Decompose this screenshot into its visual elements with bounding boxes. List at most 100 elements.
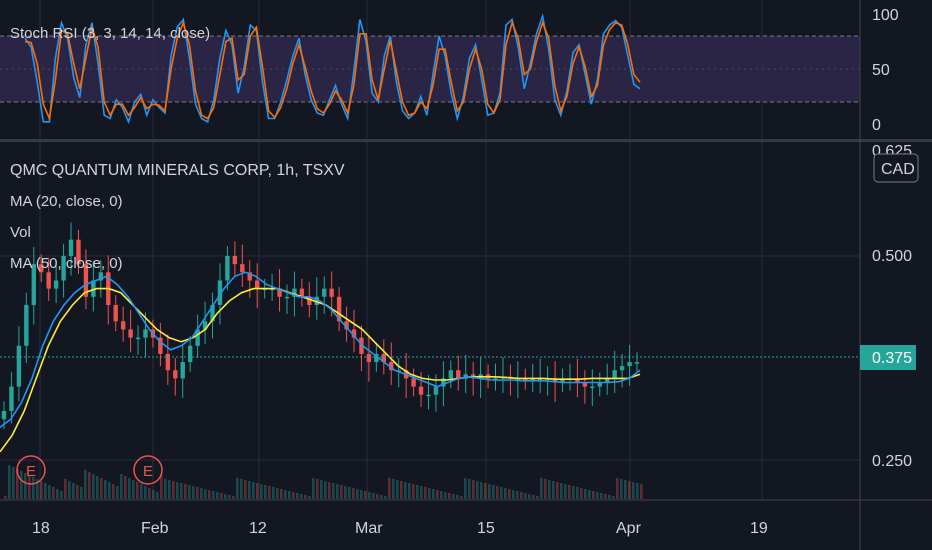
volume-bar-34 [140,484,143,499]
candle-body-10 [76,239,81,265]
candle-body-17 [128,329,133,338]
ma20-legend: MA (20, close, 0) [10,193,123,210]
earnings-marker-0 [16,455,46,485]
candle-body-84 [627,362,632,367]
candle-body-71 [530,378,535,381]
volume-bar-54 [220,493,223,499]
volume-bar-118 [476,481,479,499]
candle-body-13 [98,272,104,281]
volume-bar-63 [256,483,259,499]
volume-bar-123 [496,486,499,499]
volume-bar-146 [588,490,591,499]
candle-body-77 [575,378,580,383]
volume-bar-139 [560,483,563,499]
volume-bar-155 [624,480,627,499]
volume-bar-140 [564,484,567,499]
volume-bar-81 [328,482,331,499]
volume-bar-80 [324,481,327,499]
volume-bar-109 [440,491,443,499]
currency-badge[interactable] [873,153,919,183]
candle-body-27 [202,321,208,330]
candle-body-75 [560,378,565,383]
volume-bar-148 [596,492,599,499]
candle-body-41 [307,296,312,305]
ma-lines [0,271,641,453]
volume-bar-150 [604,494,607,499]
volume-bar-43 [176,482,179,499]
volume-bar-42 [172,481,175,499]
volume-bar-102 [412,484,415,499]
volume-bar-98 [396,480,399,499]
volume-bar-27 [112,484,115,499]
candle-body-44 [329,288,334,297]
volume-bar-90 [364,491,367,499]
volume-bars [4,465,643,499]
volume-bar-48 [196,487,199,499]
candle-body-5 [39,264,44,273]
volume-bar-106 [428,488,431,499]
candle-body-6 [46,272,51,289]
volume-bar-116 [468,479,471,499]
volume-bar-111 [448,493,451,499]
candle-body-52 [389,362,394,371]
volume-bar-35 [144,486,147,499]
volume-bar-89 [360,490,363,499]
x-tick-15: 15 [477,520,495,537]
candle-body-57 [426,394,431,397]
x-axis[interactable]: 18 Feb 12 Mar 15 Apr 19 [32,520,768,537]
candle-body-43 [322,288,327,297]
candle-body-2 [16,345,22,387]
stoch-rsi-panel[interactable]: Stoch RSI (3, 3, 14, 14, close) [0,0,860,139]
volume-bar-119 [480,482,483,499]
candle-body-61 [456,370,461,379]
volume-bar-120 [484,483,487,499]
volume-bar-24 [100,478,103,499]
volume-bar-72 [292,492,295,499]
volume-bar-125 [504,488,507,499]
volume-bar-74 [300,494,303,499]
candle-body-81 [605,378,610,383]
candle-body-45 [336,296,342,322]
volume-bar-32 [132,480,135,499]
volume-bar-124 [500,487,503,499]
volume-bar-12 [52,487,55,499]
volume-bar-64 [260,484,263,499]
y-axis[interactable]: 100 50 0 0.625 CAD 0.500 0.375 0.250 [860,7,919,470]
volume-bar-49 [200,488,203,499]
candle-body-60 [448,370,454,379]
candle-body-69 [515,378,521,380]
volume-bar-67 [272,487,275,499]
volume-bar-127 [512,490,515,499]
volume-bar-129 [520,492,523,499]
volume-bar-21 [88,472,91,499]
volume-bar-86 [348,487,351,499]
volume-bar-154 [620,479,623,499]
volume-bar-97 [392,479,395,499]
candle-body-8 [61,256,66,281]
panel-separator[interactable] [0,139,932,142]
candle-body-4 [31,264,36,305]
price-tick-0250: 0.250 [872,453,912,470]
volume-bar-65 [264,485,267,499]
volume-bar-121 [488,484,491,499]
currency-label: CAD [881,161,915,178]
candle-body-34 [255,280,260,289]
candle-body-79 [590,386,595,389]
volume-bar-147 [592,491,595,499]
candle-body-38 [284,296,290,299]
stoch-line-d [24,20,641,122]
volume-bar-16 [68,481,71,499]
volume-bar-131 [528,494,531,499]
volume-bar-159 [640,484,643,499]
candles [1,222,640,429]
candle-body-25 [187,345,193,363]
earnings-label-1: E [143,463,153,480]
volume-bar-114 [460,496,463,499]
earnings-label-0: E [26,463,36,480]
volume-bar-17 [72,483,75,499]
volume-bar-69 [280,489,283,499]
volume-bar-77 [312,478,315,499]
volume-bar-95 [384,496,387,499]
